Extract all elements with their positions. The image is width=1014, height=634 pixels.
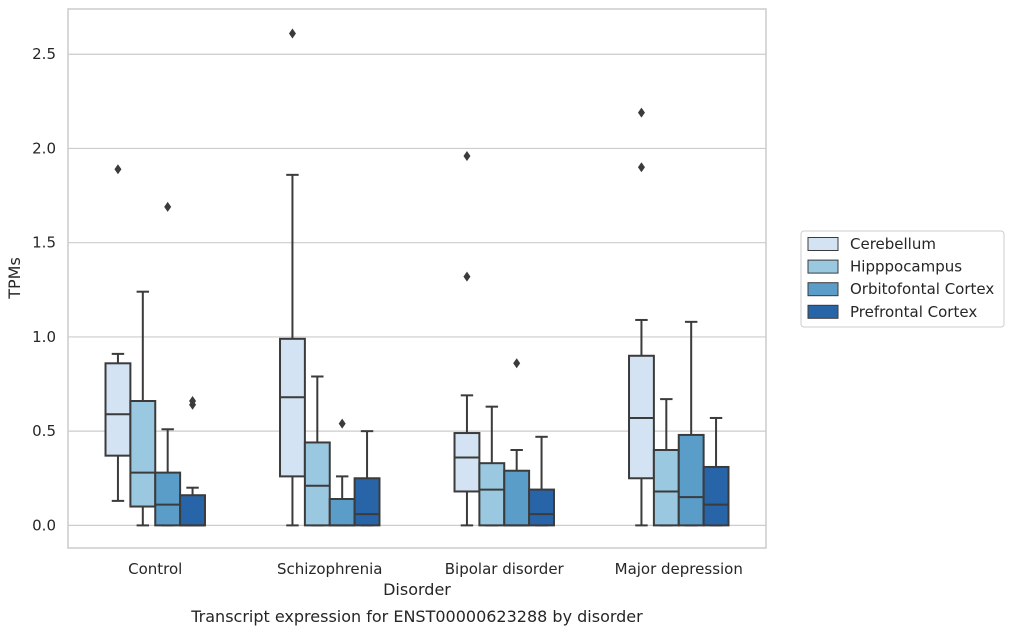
plot-area-frame: [67, 8, 767, 549]
box-body: [652, 449, 680, 527]
legend-swatch: [807, 237, 839, 251]
box-group: [129, 290, 157, 527]
box-body: [453, 432, 481, 493]
box-body: [104, 362, 132, 457]
box-group: [702, 416, 730, 527]
outlier-point: [288, 28, 296, 39]
box-body: [328, 498, 356, 527]
box-group: [628, 107, 655, 527]
outlier-point: [114, 164, 122, 175]
outlier-point: [164, 201, 172, 212]
box-group: [104, 164, 132, 502]
y-tick-label: 2.5: [32, 45, 56, 63]
box-body: [353, 477, 381, 527]
box-group: [652, 398, 680, 527]
box-body: [303, 441, 331, 527]
box-group: [677, 320, 705, 527]
box-group: [303, 375, 331, 527]
legend-label: Hipppocampus: [850, 258, 962, 276]
outlier-point: [189, 396, 197, 406]
x-axis-label: Disorder: [383, 580, 451, 599]
gridlines: [68, 53, 766, 526]
legend-label: Prefrontal Cortex: [850, 303, 977, 321]
y-tick-labels: 0.0 0.5 1.0 1.5 2.0 2.5: [32, 45, 56, 534]
x-tick-label: Bipolar disorder: [445, 560, 565, 578]
box-group: [154, 201, 182, 527]
chart-caption: Transcript expression for ENST0000062328…: [190, 607, 643, 626]
box-body: [279, 337, 306, 478]
box-body: [677, 433, 705, 527]
x-tick-label: Major depression: [615, 560, 743, 578]
box-group: [528, 435, 555, 527]
box-body: [702, 465, 730, 527]
y-tick-label: 0.0: [32, 516, 56, 534]
box-marks: [104, 28, 730, 527]
box-body: [528, 488, 555, 527]
box-group: [179, 396, 206, 527]
box-body: [154, 471, 182, 527]
box-group: [478, 405, 506, 527]
box-group: [328, 418, 356, 527]
outlier-point: [463, 271, 471, 282]
legend: Cerebellum Hipppocampus Orbitofontal Corte…: [800, 230, 1005, 328]
box-body: [478, 462, 506, 527]
y-tick-label: 1.5: [32, 234, 56, 252]
y-tick-label: 2.0: [32, 139, 56, 157]
box-group: [453, 151, 481, 527]
box-group: [279, 28, 306, 527]
x-tick-label: Schizophrenia: [277, 560, 382, 578]
legend-label: Cerebellum: [850, 235, 936, 253]
legend-swatch: [807, 259, 839, 274]
y-tick-label: 1.0: [32, 328, 56, 346]
outlier-point: [637, 162, 645, 173]
y-axis-label: TPMs: [5, 257, 24, 300]
legend-swatch: [807, 304, 839, 319]
legend-swatch: [807, 282, 839, 297]
legend-frame: [800, 230, 1005, 328]
x-tick-label: Control: [128, 560, 182, 578]
outlier-point: [637, 107, 645, 118]
box-body: [129, 400, 157, 508]
box-group: [503, 358, 531, 527]
x-tick-labels: Control Schizophrenia Bipolar disorder Majo…: [128, 560, 743, 578]
outlier-point: [338, 418, 346, 429]
outlier-point: [513, 358, 521, 369]
box-body: [503, 469, 531, 527]
box-body: [179, 494, 206, 527]
outlier-point: [463, 151, 471, 161]
y-tick-label: 0.5: [32, 422, 56, 440]
box-group: [353, 430, 381, 527]
legend-label: Orbitofontal Cortex: [850, 280, 994, 298]
